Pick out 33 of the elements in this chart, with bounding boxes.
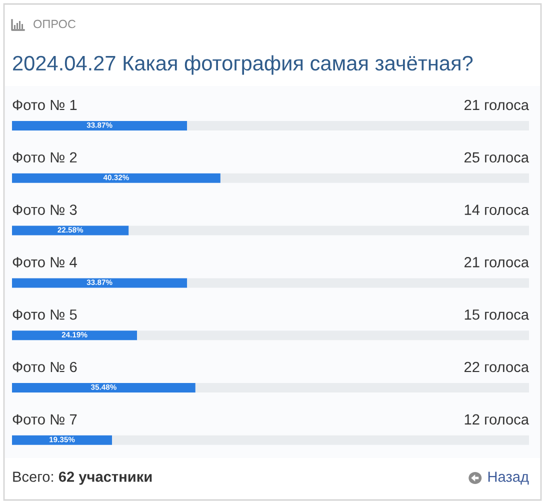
bar — [220, 173, 529, 183]
y-tick-label: Фото № 2 — [12, 152, 77, 163]
bar — [187, 120, 529, 130]
bar — [128, 226, 529, 236]
y-tick-label: Фото № 4 — [12, 257, 77, 268]
annotation: 22 голоса — [464, 362, 530, 372]
annotation: 15 голоса — [464, 310, 530, 320]
bar — [12, 383, 196, 393]
bar — [12, 173, 220, 183]
text: 62 участники — [58, 472, 152, 485]
y-tick-label: Фото № 5 — [12, 310, 77, 320]
y-tick-label: Фото № 7 — [12, 414, 77, 425]
bar — [137, 330, 529, 340]
bar — [12, 435, 112, 445]
annotation: 14 голоса — [464, 204, 530, 215]
bar — [112, 435, 529, 445]
bar — [12, 120, 188, 130]
text: Назад — [488, 472, 529, 485]
y-tick-label: Фото № 1 — [12, 100, 77, 110]
bar — [195, 383, 529, 393]
text: Всего: — [13, 472, 53, 482]
chart-title: 2024.04.27 Какая фотография самая зачётная? — [13, 55, 473, 75]
annotation: 12 голоса — [464, 414, 530, 425]
annotation: 25 голоса — [464, 152, 530, 163]
annotation: 21 голоса — [464, 257, 530, 268]
text: ОПРОС — [34, 20, 76, 28]
y-tick-label: Фото № 3 — [12, 204, 77, 215]
annotation: 21 голоса — [464, 100, 530, 110]
bar — [12, 278, 188, 288]
bar — [12, 226, 129, 236]
bar — [187, 278, 529, 288]
bar — [12, 330, 138, 340]
y-tick-label: Фото № 6 — [12, 362, 77, 372]
